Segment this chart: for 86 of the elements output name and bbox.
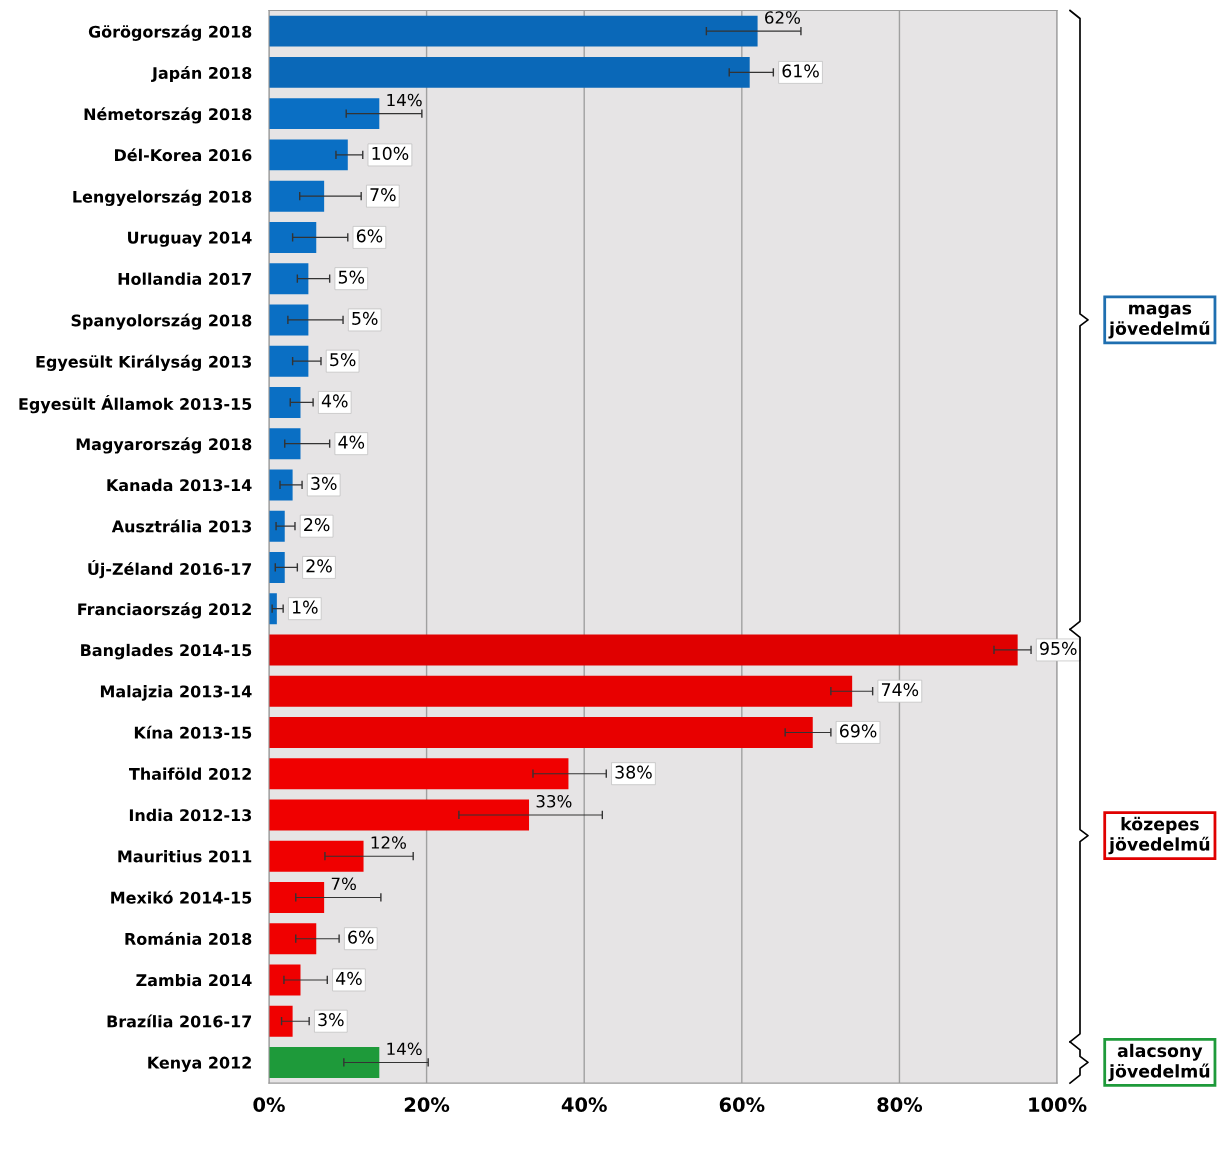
bar: [268, 799, 530, 831]
y-tick-label: Egyesült Királyság 2013: [36, 354, 252, 371]
y-tick-label: Japán 2018: [151, 66, 252, 83]
data-label: 74%: [881, 683, 919, 697]
bar: [268, 221, 317, 253]
data-label: 14%: [387, 1042, 422, 1056]
x-tick-label: 60%: [719, 1097, 765, 1113]
bar: [268, 428, 301, 460]
data-label: 12%: [371, 836, 406, 849]
bar: [268, 345, 309, 377]
data-label: 69%: [839, 724, 877, 738]
y-tick-label: Kenya 2012: [148, 1056, 251, 1072]
y-tick-label: Thaiföld 2012: [129, 767, 251, 780]
bar: [268, 964, 301, 996]
bar: [268, 716, 813, 748]
bar: [268, 840, 364, 872]
bar: [268, 15, 758, 47]
y-tick-label: Ausztrália 2013: [111, 519, 252, 533]
bar: [268, 139, 348, 171]
data-label: 2%: [304, 518, 330, 532]
x-tick-label: 20%: [404, 1097, 450, 1113]
data-label: 6%: [356, 229, 383, 243]
bar: [268, 510, 285, 542]
data-label: 4%: [336, 971, 362, 985]
data-label: 3%: [318, 1013, 344, 1027]
y-tick-label: Mexikó 2014-15: [111, 890, 252, 904]
y-tick-label: Malajzia 2013-14: [100, 685, 252, 701]
text: közepes jövedelmű: [1108, 816, 1210, 855]
data-label: 95%: [1040, 641, 1077, 655]
data-label: 62%: [765, 11, 801, 24]
data-label: 2%: [306, 559, 332, 573]
y-tick-label: India 2012-13: [129, 808, 252, 822]
y-tick-label: Kanada 2013-14: [107, 478, 252, 492]
x-tick-label: 0%: [253, 1097, 285, 1113]
bar: [268, 304, 309, 336]
y-tick-label: Új-Zéland 2016-17: [88, 560, 252, 579]
bar: [268, 180, 325, 212]
data-label: 5%: [338, 270, 365, 284]
data-label: 4%: [321, 394, 348, 408]
y-tick-label: Egyesült Államok 2013-15: [19, 395, 252, 414]
data-label: 6%: [348, 930, 374, 944]
data-label: 5%: [352, 311, 378, 325]
y-tick-label: Spanyolország 2018: [71, 313, 252, 330]
y-tick-label: Hollandia 2017: [118, 272, 252, 285]
bar: [268, 1046, 380, 1078]
bar: [268, 923, 317, 955]
bar: [268, 386, 301, 418]
y-tick-label: Lengyelország 2018: [73, 189, 252, 206]
bar: [268, 551, 285, 583]
data-label: 7%: [370, 188, 396, 202]
data-label: 33%: [536, 794, 572, 808]
y-tick-label: Banglades 2014-15: [81, 643, 252, 660]
data-label: 4%: [338, 435, 365, 449]
bar: [268, 881, 325, 913]
y-tick-label: Görögország 2018: [88, 24, 252, 41]
text: alacsony jövedelmű: [1108, 1043, 1210, 1082]
text: magas jövedelmű: [1108, 304, 1210, 339]
y-tick-label: Uruguay 2014: [128, 231, 252, 247]
y-tick-label: Mauritius 2011: [118, 850, 252, 863]
bar: [268, 56, 750, 88]
data-label: 7%: [331, 877, 356, 891]
y-tick-label: Zambia 2014: [136, 973, 252, 987]
data-label: 5%: [330, 353, 356, 367]
bar: [268, 263, 309, 295]
x-tick-label: 40%: [561, 1097, 607, 1113]
bar: [268, 758, 569, 790]
y-tick-label: Brazília 2016-17: [107, 1014, 252, 1028]
x-tick-label: 100%: [1029, 1097, 1087, 1113]
data-label: 38%: [615, 765, 652, 779]
bar: [268, 469, 293, 501]
bar: [268, 634, 1018, 666]
data-label: 3%: [311, 476, 337, 490]
data-label: 61%: [782, 64, 819, 78]
bar: [268, 98, 380, 130]
data-label: 10%: [372, 146, 409, 160]
bar: [268, 675, 853, 707]
y-tick-label: Dél-Korea 2016: [115, 148, 252, 162]
data-label: 1%: [292, 600, 318, 614]
y-tick-label: Románia 2018: [125, 931, 252, 945]
y-tick-label: Kína 2013-15: [134, 725, 252, 739]
y-tick-label: Magyarország 2018: [76, 437, 252, 454]
y-tick-label: Franciaország 2012: [78, 602, 251, 619]
data-label: 14%: [387, 93, 422, 107]
y-tick-label: Németország 2018: [84, 107, 252, 124]
x-tick-label: 80%: [877, 1097, 923, 1113]
bar: [268, 1005, 293, 1037]
